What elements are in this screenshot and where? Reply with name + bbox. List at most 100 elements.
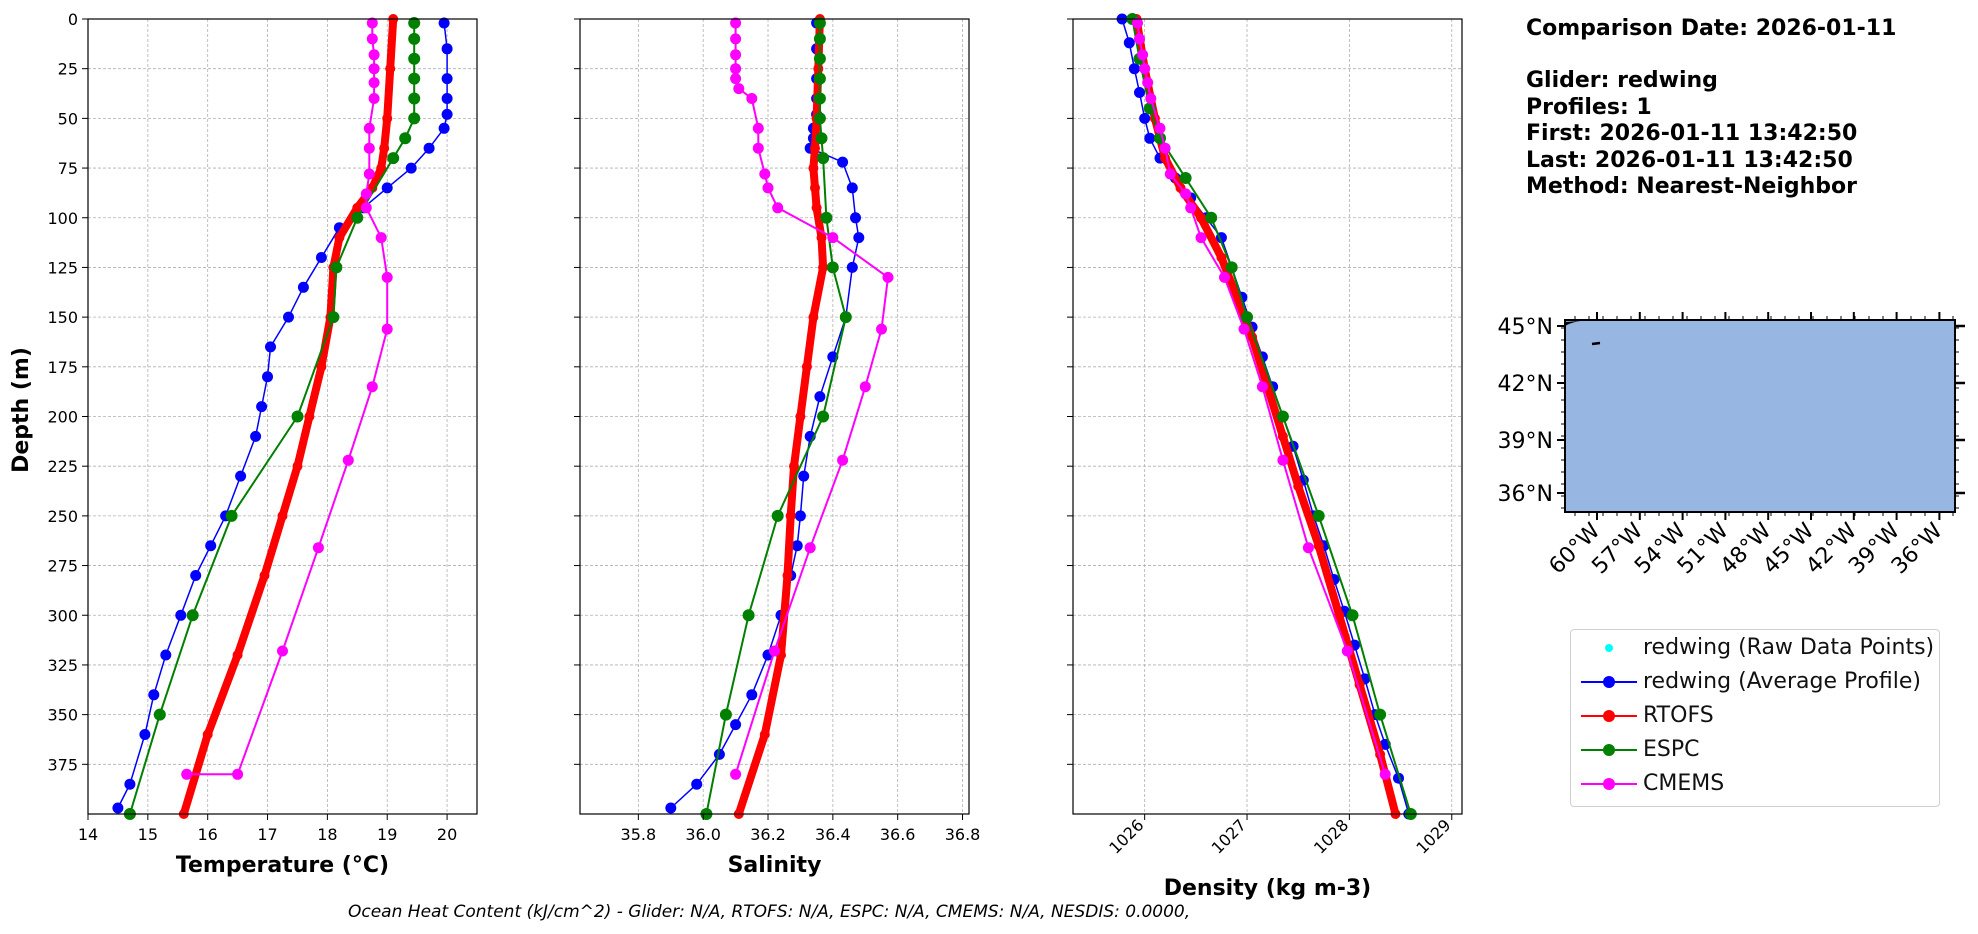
y-tick-label: 225 xyxy=(47,457,78,476)
legend-label: ESPC xyxy=(1643,737,1700,762)
first-time: First: 2026-01-11 13:42:50 xyxy=(1526,121,1858,146)
data-point xyxy=(1219,271,1230,283)
y-tick-label: 200 xyxy=(47,408,78,427)
data-point xyxy=(771,509,784,522)
data-point xyxy=(804,542,816,554)
data-point xyxy=(382,113,393,124)
data-point xyxy=(438,122,450,134)
map-lat-label: 42°N xyxy=(1498,372,1553,397)
series-line-cmems xyxy=(1136,22,1387,776)
data-point xyxy=(368,77,380,89)
data-point xyxy=(814,391,826,403)
data-point xyxy=(205,540,217,552)
data-point xyxy=(752,142,764,154)
x-tick-label: 35.8 xyxy=(621,825,657,844)
data-point xyxy=(810,182,820,193)
data-point xyxy=(818,262,829,273)
data-point xyxy=(850,212,861,224)
method: Method: Nearest-Neighbor xyxy=(1526,174,1857,199)
data-point xyxy=(1205,211,1218,224)
series-line-espc xyxy=(128,22,416,815)
data-point xyxy=(368,49,380,61)
data-point xyxy=(360,202,372,214)
data-point xyxy=(232,650,243,660)
data-point xyxy=(876,323,887,335)
data-point xyxy=(376,163,387,174)
legend-item-rtofs: RTOFS xyxy=(1571,700,1941,732)
data-point xyxy=(789,461,799,472)
data-point xyxy=(817,152,830,165)
data-point xyxy=(250,430,262,442)
y-tick-label: 0 xyxy=(68,10,78,29)
legend-swatch-cmems xyxy=(1581,778,1637,790)
chart-panel-1: 0 25 50 75 100 125 150 175 200 225 250 275 300 325 350… xyxy=(47,10,478,878)
data-point xyxy=(256,401,268,413)
data-point xyxy=(1293,481,1304,492)
data-point xyxy=(1302,542,1314,554)
data-point xyxy=(385,63,396,74)
data-point xyxy=(387,152,400,165)
data-point xyxy=(1312,509,1325,522)
data-point xyxy=(1180,188,1192,200)
y-tick-label: 75 xyxy=(58,159,78,178)
data-point xyxy=(368,93,380,104)
data-point xyxy=(813,112,826,125)
x-tick-label: 1027 xyxy=(1208,815,1250,857)
data-point xyxy=(262,371,273,383)
data-point xyxy=(368,63,380,75)
data-point xyxy=(381,323,393,335)
y-tick-label: 125 xyxy=(47,258,78,277)
series-line-redwing xyxy=(117,22,448,809)
data-point xyxy=(1277,431,1288,442)
data-point xyxy=(408,92,421,105)
data-point xyxy=(342,454,354,466)
x-tick-label: 18 xyxy=(317,825,337,844)
legend-item-espc: ESPC xyxy=(1571,734,1941,766)
legend-swatch-raw xyxy=(1605,644,1613,652)
series-line-cmems xyxy=(185,22,389,776)
data-point xyxy=(730,719,742,731)
data-point xyxy=(235,470,247,482)
data-point xyxy=(665,802,677,814)
data-point xyxy=(408,112,421,125)
data-point xyxy=(232,768,244,780)
data-point xyxy=(381,182,393,194)
legend-label: CMEMS xyxy=(1643,771,1725,796)
y-tick-label: 300 xyxy=(47,606,78,625)
data-point xyxy=(1334,610,1345,621)
data-point xyxy=(139,729,151,740)
data-point xyxy=(408,52,421,65)
data-point xyxy=(277,645,288,657)
data-point xyxy=(846,182,858,194)
data-point xyxy=(815,132,828,145)
data-point xyxy=(798,470,810,482)
data-point xyxy=(1142,77,1154,89)
data-point xyxy=(759,729,770,740)
x-axis-label: Temperature (°C) xyxy=(176,853,389,878)
y-tick-label: 275 xyxy=(47,557,78,576)
data-point xyxy=(1238,323,1250,335)
data-point xyxy=(1144,132,1156,144)
data-point xyxy=(1313,540,1324,551)
data-point xyxy=(730,768,742,780)
y-axis-label: Depth (m) xyxy=(9,347,34,473)
chart-panel-2: 35.8 36.0 36.2 36.4 36.6 36.8 Salinity xyxy=(574,14,980,878)
data-point xyxy=(1276,410,1289,423)
data-point xyxy=(408,17,421,29)
data-point xyxy=(363,168,375,180)
legend-swatch-glider xyxy=(1581,676,1637,688)
data-point xyxy=(379,143,390,154)
data-point xyxy=(1179,172,1192,184)
data-point xyxy=(366,17,378,29)
data-point xyxy=(351,211,364,224)
data-point xyxy=(813,72,826,85)
data-point xyxy=(882,271,894,283)
map-lon-label: 36°W xyxy=(1887,518,1948,579)
data-point xyxy=(811,202,822,213)
data-point xyxy=(1128,63,1140,75)
data-point xyxy=(315,252,327,263)
x-tick-label: 1028 xyxy=(1310,815,1352,857)
data-point xyxy=(1346,609,1359,622)
data-point xyxy=(730,17,742,29)
data-point xyxy=(813,52,826,65)
